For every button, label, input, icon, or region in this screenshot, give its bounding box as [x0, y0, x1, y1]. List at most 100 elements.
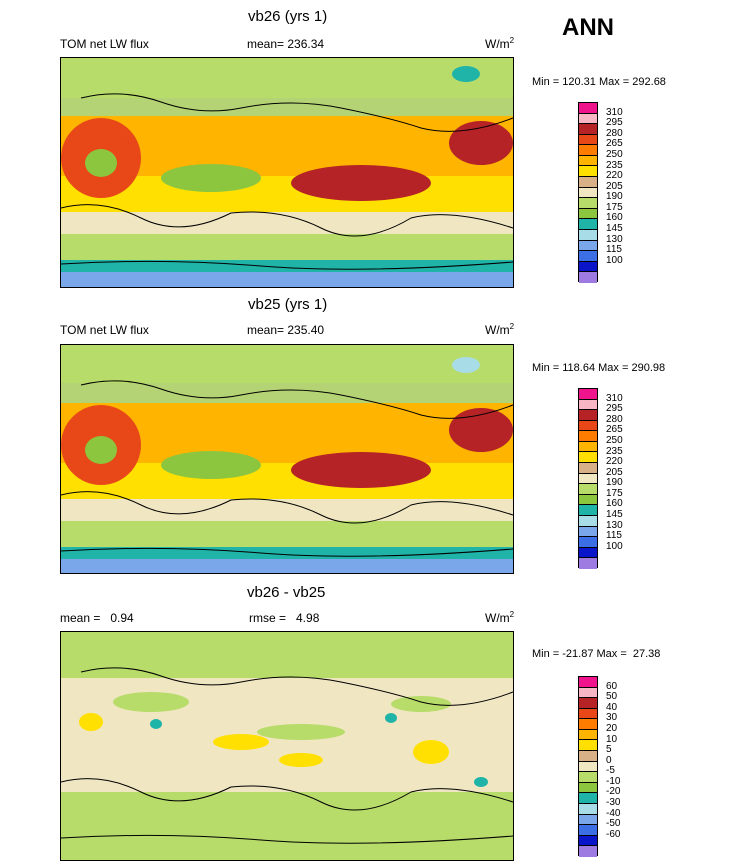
panel2-coastline-south — [61, 491, 513, 524]
panel2-left-label: TOM net LW flux — [60, 323, 149, 337]
colorbar-swatch — [579, 410, 597, 421]
panel1-africa-cool — [85, 149, 117, 177]
colorbar-tick-label: 50 — [606, 691, 618, 703]
colorbar-swatch — [579, 261, 597, 273]
colorbar-swatch — [579, 452, 597, 464]
panel3-band-north-green — [61, 632, 513, 678]
colorbar-swatch — [579, 399, 597, 411]
colorbar-tick-label: 115 — [606, 244, 622, 256]
colorbar-tick-label: 265 — [606, 424, 623, 436]
colorbar-swatch — [579, 772, 597, 783]
panel1-units: W/m2 — [485, 36, 514, 51]
colorbar-swatch — [579, 793, 597, 804]
panel3-title: vb26 - vb25 — [247, 584, 326, 601]
colorbar-tick-label: 40 — [606, 701, 618, 713]
colorbar-tick-label: 145 — [606, 223, 623, 235]
colorbar-swatch — [579, 526, 597, 538]
panel1-map — [60, 57, 514, 288]
panel2-map-field — [61, 345, 513, 573]
colorbar-swatch — [579, 473, 597, 485]
colorbar-swatch — [579, 708, 597, 720]
panel2-africa-cool — [85, 436, 117, 464]
colorbar-swatch — [579, 166, 597, 178]
panel2-pacific-hot — [291, 452, 431, 488]
colorbar-tick-label: 190 — [606, 191, 623, 203]
panel1-band-south-tan — [61, 212, 513, 234]
colorbar-tick-label: 5 — [606, 744, 612, 756]
colorbar-swatch — [579, 740, 597, 752]
colorbar-swatch — [579, 124, 597, 135]
colorbar-tick-label: 0 — [606, 754, 612, 766]
colorbar-swatch — [579, 494, 597, 506]
colorbar-tick-label: -10 — [606, 775, 621, 787]
colorbar-swatch — [579, 484, 597, 495]
panel2-coastline-antarctica — [61, 547, 513, 557]
colorbar-swatch — [579, 505, 597, 516]
colorbar-tick-label: 175 — [606, 487, 623, 499]
colorbar-tick-label: 160 — [606, 498, 623, 510]
colorbar-tick-label: 220 — [606, 456, 623, 468]
season-label: ANN — [562, 14, 614, 41]
colorbar-swatch — [579, 761, 597, 773]
colorbar-tick-label: 175 — [606, 201, 623, 213]
colorbar-tick-label: 205 — [606, 466, 623, 478]
colorbar-tick-label: 295 — [606, 403, 623, 415]
panel2-coastline-north — [80, 380, 513, 419]
panel1-map-field — [61, 58, 513, 287]
colorbar-tick-label: 30 — [606, 712, 618, 724]
colorbar-tick-label: 310 — [606, 106, 623, 118]
colorbar-swatch — [579, 219, 597, 230]
colorbar-tick-label: 100 — [606, 254, 623, 266]
colorbar-swatch — [579, 103, 597, 114]
colorbar-swatch — [579, 698, 597, 709]
colorbar-tick-label: -20 — [606, 786, 621, 798]
panel1-mean-label: mean= 236.34 — [247, 37, 325, 51]
colorbar-tick-label: -5 — [606, 765, 615, 777]
panel3-map — [60, 631, 514, 861]
panel3-coastline-antarctica — [61, 834, 513, 844]
colorbar-tick-label: 190 — [606, 477, 623, 489]
colorbar-swatch — [579, 751, 597, 762]
panel2-band-antarctic-blue — [61, 559, 513, 573]
colorbar-swatch — [579, 835, 597, 847]
panel3-patch-teal-c — [474, 777, 488, 787]
colorbar-tick-label: -30 — [606, 797, 621, 809]
colorbar-tick-label: 145 — [606, 509, 623, 521]
colorbar-swatch — [579, 558, 597, 569]
colorbar-swatch — [579, 463, 597, 474]
colorbar-swatch — [579, 145, 597, 156]
colorbar-swatch — [579, 803, 597, 815]
panel3-patch-yellow-c — [413, 740, 449, 764]
colorbar-swatch — [579, 547, 597, 559]
colorbar-swatch — [579, 782, 597, 794]
panel3-coastline-north — [80, 667, 513, 706]
colorbar-swatch — [579, 113, 597, 125]
panel1-units-base: W/m — [485, 37, 510, 51]
colorbar-swatch — [579, 719, 597, 730]
panel3-patch-yellow-d — [79, 713, 103, 731]
colorbar-tick-label: 250 — [606, 148, 623, 160]
panel1-band-south-green — [61, 234, 513, 260]
panel1-maritime-cool — [161, 164, 261, 192]
colorbar-swatch — [579, 825, 597, 836]
panel1-colorbar — [578, 102, 598, 283]
colorbar-tick-label: 280 — [606, 413, 623, 425]
panel1-coastline-antarctica — [61, 260, 513, 270]
panel1-band-antarctic-teal — [61, 260, 513, 272]
colorbar-swatch — [579, 441, 597, 453]
colorbar-swatch — [579, 687, 597, 699]
colorbar-swatch — [579, 846, 597, 857]
panel3-patch-green-b — [257, 724, 345, 740]
panel2-mean-label: mean= 235.40 — [247, 323, 325, 337]
colorbar-tick-label: 280 — [606, 127, 623, 139]
colorbar-swatch — [579, 814, 597, 826]
colorbar-tick-label: 220 — [606, 170, 623, 182]
panel3-rmse-label: rmse = 4.98 — [249, 611, 320, 625]
colorbar-tick-label: 235 — [606, 159, 623, 171]
colorbar-tick-label: 115 — [606, 530, 622, 542]
panel3-coastline-south — [61, 778, 513, 811]
colorbar-tick-label: -40 — [606, 807, 621, 819]
colorbar-tick-label: 235 — [606, 445, 623, 457]
panel1-title: vb26 (yrs 1) — [248, 8, 328, 25]
panel2-band-north-mid — [61, 383, 513, 403]
